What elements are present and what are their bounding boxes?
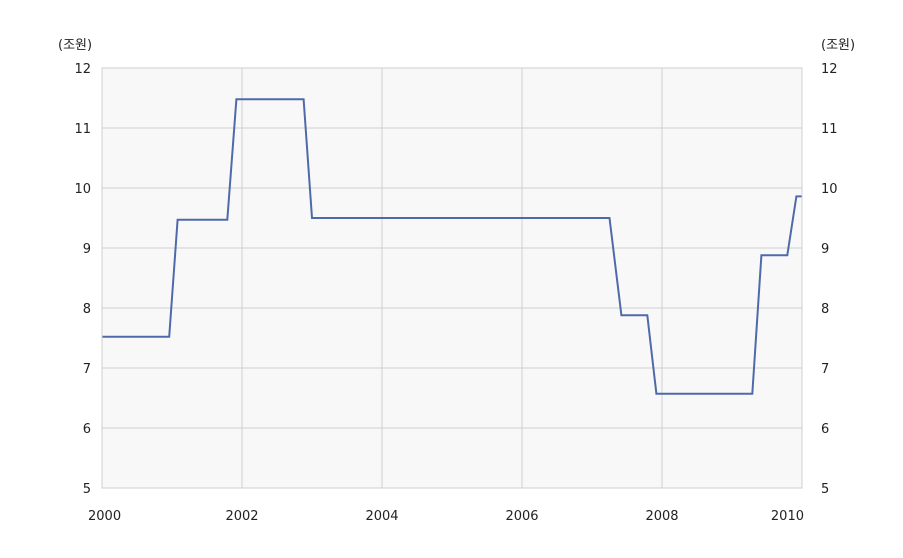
y-tick-label-right: 7 [821, 362, 829, 377]
series-layer [102, 98, 802, 395]
y-axis-unit-right: (조원) [821, 38, 855, 53]
y-tick-label-left: 9 [83, 242, 91, 257]
x-tick-label: 2004 [365, 509, 398, 524]
y-tick-label-right: 11 [821, 122, 838, 137]
x-tick-label: 2006 [505, 509, 538, 524]
x-tick-label: 2010 [771, 509, 804, 524]
y-tick-label-left: 11 [74, 122, 91, 137]
y-tick-label-left: 7 [83, 362, 91, 377]
y-tick-label-right: 12 [821, 62, 838, 77]
y-tick-label-left: 10 [74, 182, 91, 197]
series-line [102, 98, 802, 395]
plot-area [102, 68, 802, 488]
y-axis-unit-left: (조원) [58, 38, 92, 53]
y-tick-label-right: 9 [821, 242, 829, 257]
y-tick-label-left: 8 [83, 302, 91, 317]
y-tick-label-right: 5 [821, 482, 829, 497]
x-tick-label: 2002 [225, 509, 258, 524]
y-tick-label-right: 6 [821, 422, 829, 437]
y-tick-label-right: 8 [821, 302, 829, 317]
y-tick-label-left: 5 [83, 482, 91, 497]
x-tick-label: 2000 [88, 509, 121, 524]
y-tick-label-right: 10 [821, 182, 838, 197]
axes: 5 5 6 6 7 7 8 8 9 9 10 10 11 11 12 12 2000 2002 2004 2006 20… [74, 62, 837, 524]
plot-frame [101, 67, 803, 489]
x-tick-label: 2008 [645, 509, 678, 524]
y-tick-label-left: 12 [74, 62, 91, 77]
y-tick-label-left: 6 [83, 422, 91, 437]
